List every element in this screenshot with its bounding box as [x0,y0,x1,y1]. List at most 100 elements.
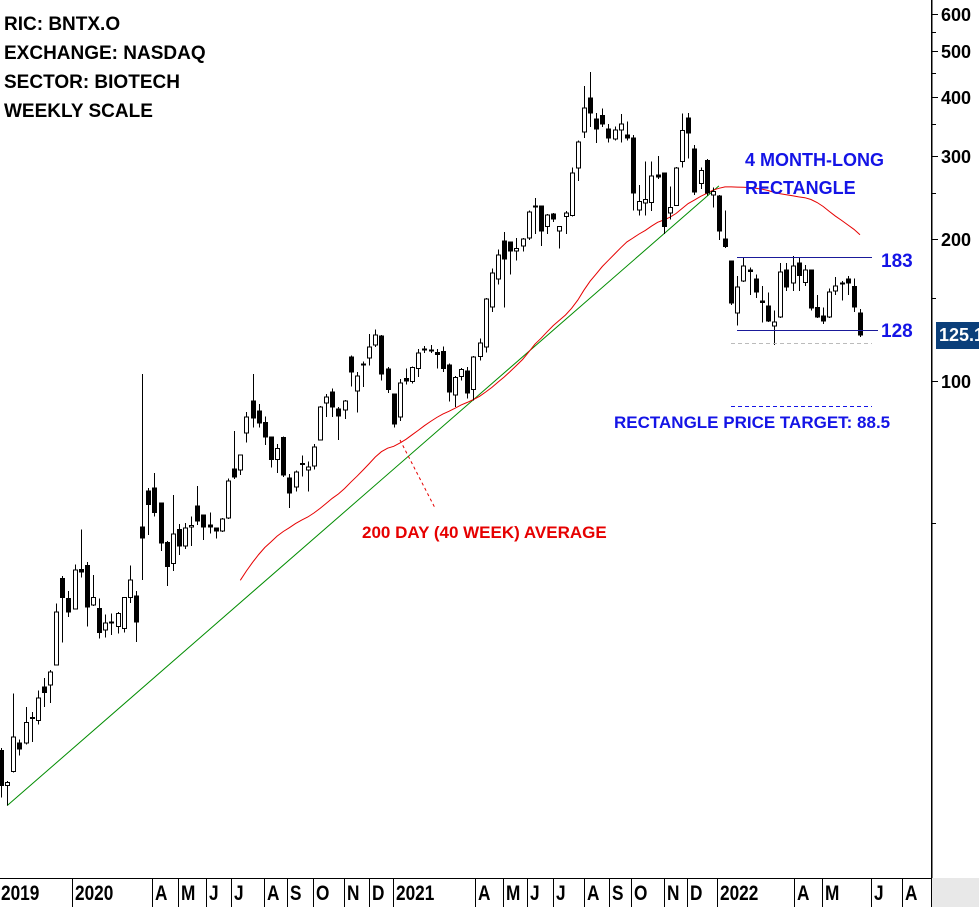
candle [435,348,440,369]
candle-body-up [103,622,108,631]
candle-body-up [514,247,519,252]
candle-body-down [705,160,710,194]
candle [330,388,335,417]
candle [275,443,280,473]
candle-body-up [294,471,299,488]
candle [784,262,789,292]
candle-body-up [668,207,673,214]
candle-body-up [478,342,483,358]
x-tick-label: J [530,882,540,905]
candle-body-down [336,408,341,417]
x-tick-label: D [372,882,385,905]
candle [754,274,759,298]
candle-body-up [189,525,194,528]
x-tick-label: 2022 [720,882,759,905]
candle-body-up [410,366,415,383]
candle-body-down [404,377,409,382]
candle [649,161,654,212]
candle-body-down [159,502,164,544]
ric-label: RIC: BNTX.O [4,14,121,35]
candle-body-down [588,97,593,114]
candle [723,210,728,248]
candle-body-up [36,697,41,721]
candle-body-up [582,107,587,133]
x-tick-label: O [316,882,330,905]
candle-body-up [109,621,114,624]
candle [699,167,704,190]
candle-body-up [128,579,133,598]
sector-label: SECTOR: BIOTECH [4,72,180,93]
candle [134,591,139,642]
y-tick-label: 400 [941,87,972,108]
candle [398,378,403,421]
candle [183,523,188,549]
candle-body-up [312,446,317,467]
candle-body-up [5,782,10,787]
candle-body-down [287,477,292,494]
candle [803,265,808,286]
candle [521,237,526,252]
candle-body-down [214,527,219,532]
x-tick-label: J [234,882,244,905]
candle-body-up [545,214,550,228]
candle [508,241,513,275]
candle [422,346,427,353]
candle [539,205,544,247]
candle-body-down [723,238,728,248]
candle-body-up [527,211,532,239]
candle-body-down [349,356,354,373]
candle [373,329,378,348]
candle-body-down [269,436,274,460]
candle [195,486,200,526]
candle [159,502,164,552]
candle-body-down [760,300,765,303]
candle-body-down [846,278,851,284]
candle [146,488,151,535]
candle-body-down [754,278,759,293]
candle [600,108,605,128]
candle-body-up [422,348,427,351]
last-price-box: 125.1 [936,322,979,349]
candle [269,436,274,468]
candle [791,255,796,292]
candle-body-down [465,370,470,394]
x-tick-label: 2019 [1,882,40,905]
candle [619,113,624,143]
x-tick-label: 2021 [396,882,435,905]
candle-body-down [232,468,237,478]
candle-body-up [275,447,280,460]
candle-body-up [453,376,458,396]
candle [324,393,329,417]
candle-body-down [257,410,262,424]
candle-body-up [398,382,403,418]
candle-body-down [551,213,556,220]
support-trendline [6,185,720,807]
candle-body-down [508,241,513,252]
candle-body-up [48,671,53,686]
candle-body-up [643,199,648,204]
candle [48,670,53,703]
candle-body-down [852,286,857,308]
candle [496,249,501,285]
candle-body-up [238,454,243,471]
candle [287,474,292,509]
candle [447,363,452,402]
candle [66,591,71,618]
candle [91,575,96,606]
candle [165,541,170,586]
axis-corner [932,878,979,907]
candle-body-up [318,406,323,441]
candle [766,292,771,322]
candle [116,612,121,634]
candle-body-up [735,286,740,314]
pattern-label-line2: RECTANGLE [745,178,856,198]
candle [484,297,489,353]
candle [263,416,268,445]
x-tick-label: 2020 [75,882,114,905]
candle [238,454,243,476]
candle [140,373,145,580]
pattern-label-line1: 4 MONTH-LONG [745,150,884,170]
candle-body-down [797,262,802,277]
candle [336,406,341,441]
